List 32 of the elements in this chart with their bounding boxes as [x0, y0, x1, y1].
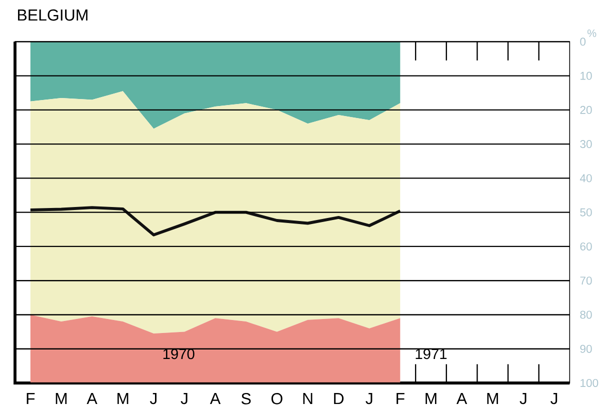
- y-tick-label: 80: [580, 310, 592, 319]
- y-tick-label: 60: [580, 242, 592, 250]
- y-tick-label: 90: [580, 344, 592, 353]
- chart-title: BELGIUM: [18, 9, 88, 21]
- x-tick-label: S: [242, 393, 251, 404]
- x-tick-label: M: [56, 393, 67, 404]
- x-tick-label: J: [180, 393, 188, 404]
- x-tick-label: A: [456, 393, 468, 404]
- y-tick-label: 10: [580, 72, 592, 80]
- y-tick-label: 0: [580, 38, 586, 46]
- y-tick-label: 100: [580, 378, 598, 387]
- x-tick-label: F: [396, 393, 404, 404]
- x-tick-label: J: [150, 393, 156, 404]
- x-tick-label: A: [210, 393, 221, 404]
- x-tick-label: N: [303, 393, 312, 404]
- y-tick-label: 40: [580, 174, 592, 182]
- x-tick-label: M: [487, 393, 498, 404]
- y-tick-label: 30: [580, 140, 592, 148]
- x-tick-label: J: [550, 393, 558, 404]
- x-tick-label: J: [366, 393, 372, 404]
- y-tick-label: 50: [580, 208, 592, 216]
- x-tick-label: O: [271, 393, 282, 404]
- x-tick-label: M: [426, 393, 436, 404]
- y-tick-label: 70: [580, 276, 592, 285]
- x-tick-label: J: [520, 393, 526, 404]
- line-series: [28, 206, 402, 236]
- y-axis-title: %: [587, 29, 596, 37]
- x-tick-label: A: [86, 393, 98, 404]
- x-tick-label: D: [334, 393, 344, 404]
- y-tick-label: 20: [580, 106, 592, 114]
- x-tick-label: F: [26, 393, 35, 404]
- x-tick-label: M: [118, 393, 128, 404]
